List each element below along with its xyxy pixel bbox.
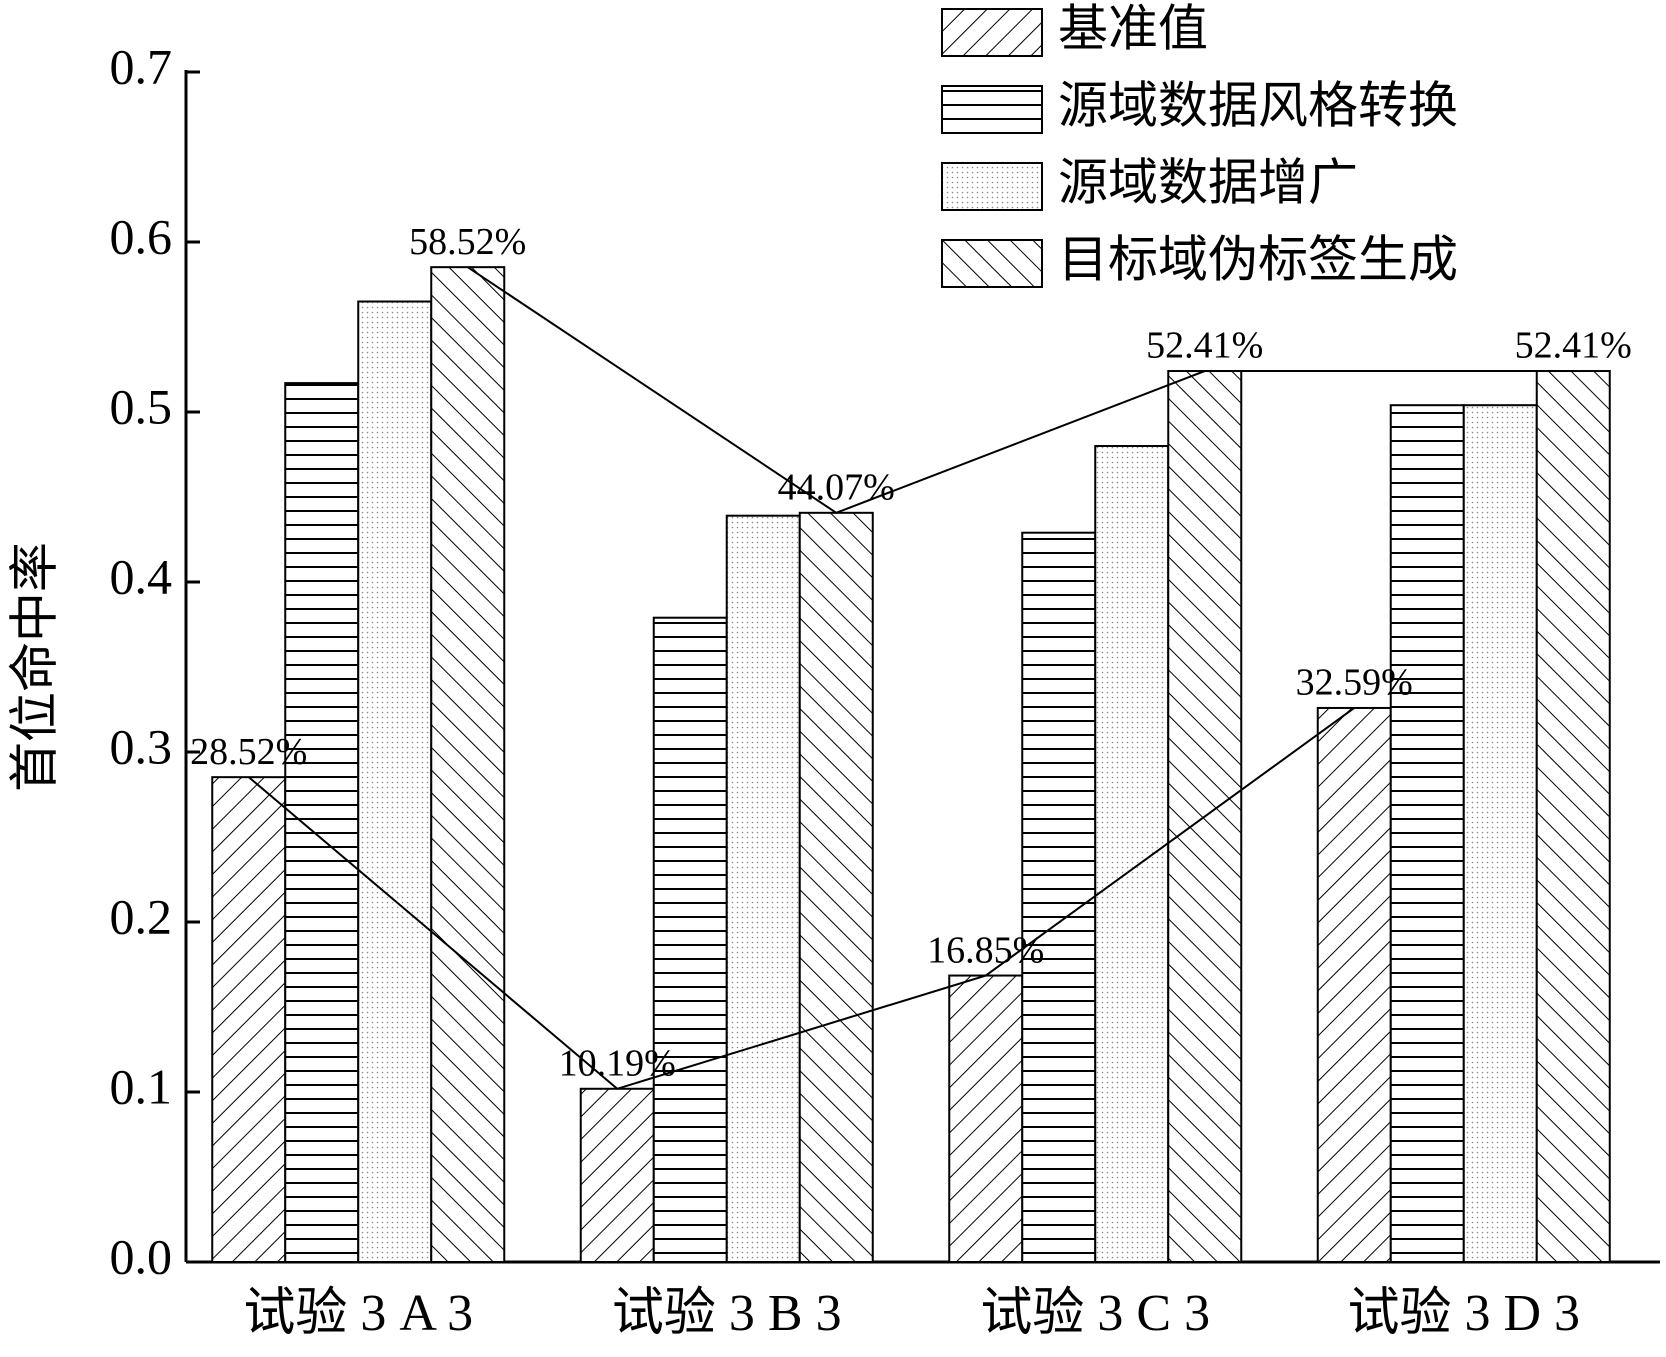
bar	[1462, 404, 1538, 1263]
bar	[579, 1087, 655, 1264]
legend-label: 目标域伪标签生成	[1058, 231, 1458, 287]
connect-line	[467, 266, 1574, 514]
bar	[1094, 445, 1170, 1263]
bar	[798, 511, 874, 1263]
x-tick-label: 试验 3 D 3	[1347, 1285, 1580, 1342]
bar	[1389, 404, 1465, 1263]
x-tick-label: 试验 3 B 3	[612, 1285, 842, 1342]
legend-swatch	[941, 239, 1043, 288]
x-tick-label: 试验 3 C 3	[980, 1285, 1210, 1342]
value-label: 44.07%	[778, 467, 895, 509]
y-tick-label: 0.1	[110, 1058, 173, 1114]
legend-swatch	[941, 162, 1043, 211]
y-tick-label: 0.2	[110, 888, 173, 944]
y-tick-label: 0.3	[110, 718, 173, 774]
bar	[430, 266, 506, 1264]
y-tick-label: 0.7	[110, 38, 173, 94]
y-tick-label: 0.4	[110, 548, 173, 604]
bar	[948, 974, 1024, 1263]
bar	[284, 382, 360, 1264]
value-label: 52.41%	[1146, 325, 1263, 367]
value-label: 32.59%	[1296, 662, 1413, 704]
value-label: 52.41%	[1515, 325, 1632, 367]
legend-swatch	[941, 85, 1043, 134]
bar	[211, 776, 287, 1263]
legend-label: 源域数据风格转换	[1058, 77, 1458, 133]
legend-swatch	[941, 8, 1043, 57]
value-label: 16.85%	[927, 929, 1044, 971]
value-label: 28.52%	[190, 731, 307, 773]
y-tick-label: 0.5	[110, 378, 173, 434]
connect-line	[248, 707, 1355, 1090]
value-label: 58.52%	[409, 221, 526, 263]
bar	[1316, 706, 1392, 1263]
y-tick-label: 0.0	[110, 1228, 173, 1284]
legend-label: 源域数据增广	[1058, 154, 1358, 210]
bar	[1021, 531, 1097, 1263]
value-label: 10.19%	[559, 1042, 676, 1084]
y-tick-label: 0.6	[110, 208, 173, 264]
bar	[725, 514, 801, 1263]
bar	[1535, 370, 1611, 1263]
y-axis-label: 首位命中率	[6, 542, 62, 792]
x-tick-label: 试验 3 A 3	[243, 1285, 473, 1342]
legend-label: 基准值	[1058, 0, 1208, 56]
bar	[652, 616, 728, 1263]
bar	[357, 300, 433, 1263]
